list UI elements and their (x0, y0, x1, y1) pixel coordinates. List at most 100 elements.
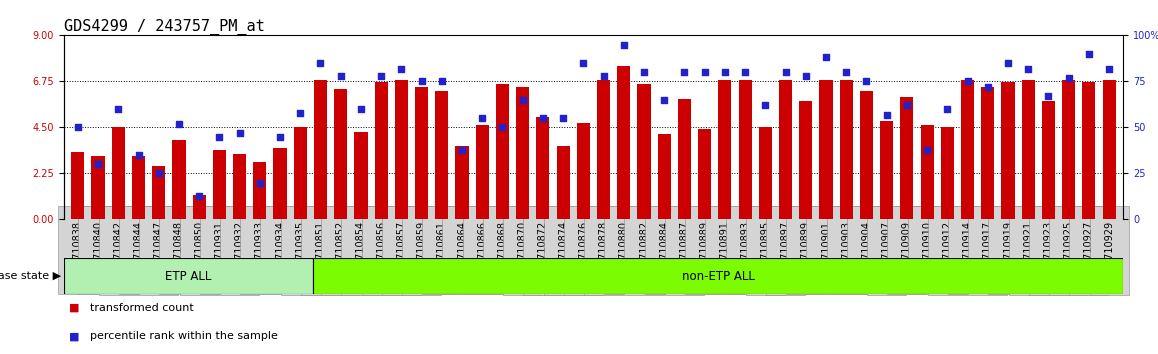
Bar (516, 86, 529, 219)
Text: transformed count: transformed count (90, 303, 195, 313)
Bar (698, 130, 711, 219)
Point (979, 84, 997, 90)
Point (1100, 66, 1119, 72)
Point (1019, 66, 1038, 72)
Point (89, 161, 108, 167)
Bar (981, 86, 995, 219)
Bar (739, 80, 752, 219)
Point (574, 60, 593, 66)
Bar (880, 121, 893, 219)
Bar (91, 156, 104, 219)
Bar (758, 127, 772, 219)
Point (170, 121, 189, 127)
Point (68, 125, 87, 130)
Bar (1021, 80, 1035, 219)
Bar (455, 146, 469, 219)
Bar (1102, 80, 1115, 219)
Bar (577, 123, 589, 219)
Bar (860, 91, 873, 219)
Point (493, 125, 512, 130)
Point (878, 112, 896, 118)
Point (797, 73, 815, 79)
Bar (677, 99, 691, 219)
Bar (335, 88, 347, 219)
Bar (1062, 80, 1076, 219)
Text: non-ETP ALL: non-ETP ALL (682, 270, 755, 282)
Point (1079, 51, 1098, 57)
Point (918, 147, 937, 152)
Point (250, 180, 269, 185)
Text: ETP ALL: ETP ALL (166, 270, 212, 282)
Point (312, 60, 330, 66)
Point (352, 106, 371, 112)
Point (472, 115, 491, 121)
Point (271, 134, 290, 139)
Point (857, 79, 875, 84)
Point (109, 106, 127, 112)
Bar (557, 146, 570, 219)
Point (897, 103, 916, 108)
Bar (152, 166, 166, 219)
Point (513, 97, 532, 103)
Bar (374, 82, 388, 219)
Point (998, 60, 1017, 66)
Bar (799, 101, 813, 219)
Text: ■: ■ (69, 303, 80, 313)
Bar (233, 154, 247, 219)
Text: disease state ▶: disease state ▶ (0, 271, 61, 281)
Point (1060, 75, 1078, 81)
Bar (254, 162, 266, 219)
Bar (314, 80, 327, 219)
Bar (273, 148, 287, 219)
Bar (536, 117, 550, 219)
Bar (779, 80, 792, 219)
Point (816, 55, 835, 60)
Point (393, 66, 411, 72)
Point (696, 69, 714, 75)
Bar (395, 80, 408, 219)
Bar (314, 258, 1123, 294)
Point (534, 115, 552, 121)
Point (433, 79, 452, 84)
Point (190, 193, 208, 198)
Bar (415, 86, 428, 219)
Point (776, 69, 794, 75)
Point (675, 69, 694, 75)
Point (837, 69, 856, 75)
Text: percentile rank within the sample: percentile rank within the sample (90, 331, 278, 341)
Point (756, 103, 775, 108)
Bar (1083, 82, 1095, 219)
Bar (1042, 101, 1055, 219)
Point (1039, 93, 1057, 99)
Bar (111, 127, 125, 219)
Bar (173, 140, 185, 219)
Point (735, 69, 754, 75)
Point (716, 69, 734, 75)
Point (938, 106, 957, 112)
Bar (213, 150, 226, 219)
Point (291, 110, 309, 115)
Bar (1002, 82, 1014, 219)
Point (615, 42, 633, 47)
Bar (617, 66, 630, 219)
Text: GDS4299 / 243757_PM_at: GDS4299 / 243757_PM_at (64, 19, 264, 35)
Point (149, 171, 168, 176)
Point (635, 69, 653, 75)
Point (230, 130, 249, 136)
Text: ■: ■ (69, 331, 80, 341)
Point (453, 147, 471, 152)
Bar (940, 127, 954, 219)
Bar (820, 80, 833, 219)
Bar (496, 85, 510, 219)
Bar (72, 152, 85, 219)
Bar (718, 80, 732, 219)
Bar (900, 97, 914, 219)
Bar (132, 156, 145, 219)
Point (594, 73, 613, 79)
Point (554, 115, 572, 121)
Point (655, 97, 674, 103)
Bar (435, 91, 448, 219)
Bar (294, 127, 307, 219)
Bar (921, 125, 933, 219)
Point (959, 79, 977, 84)
